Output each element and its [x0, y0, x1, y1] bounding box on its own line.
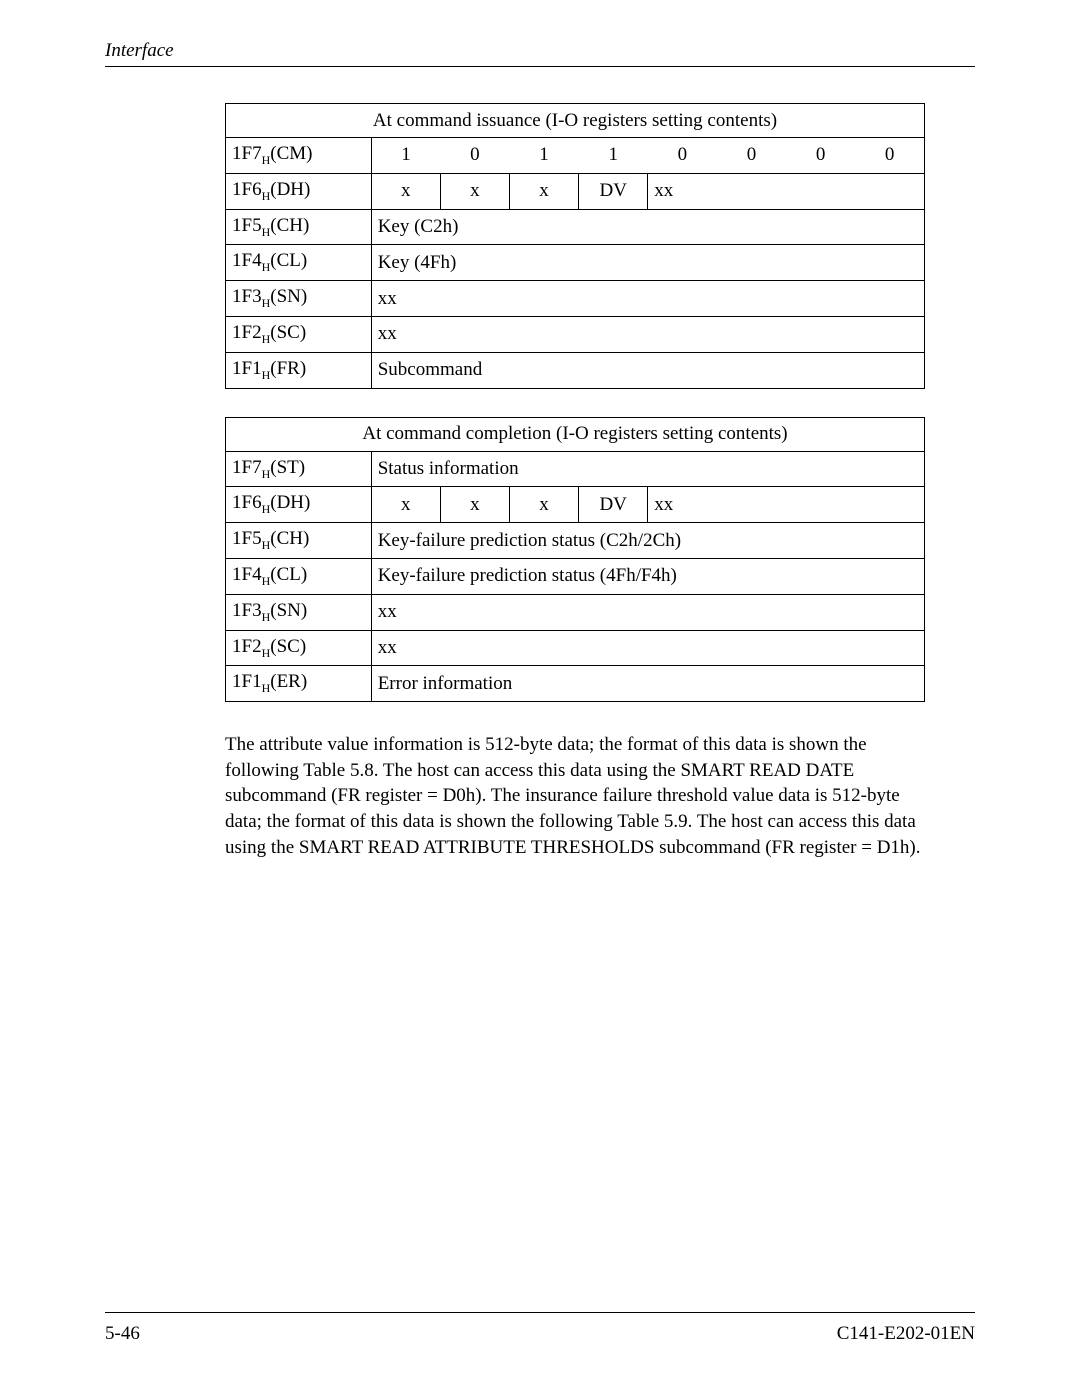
table1-row-dh: 1F6H(DH) x x x DV xx — [226, 173, 925, 209]
table2-ch-label: 1F5H(CH) — [226, 523, 372, 559]
table2-sc-text: xx — [371, 630, 924, 666]
table1-cm-bit5: 0 — [717, 138, 786, 174]
table-command-completion: At command completion (I-O registers set… — [225, 417, 925, 703]
table2-cl-text: Key-failure prediction status (4Fh/F4h) — [371, 558, 924, 594]
table1-sn-label: 1F3H(SN) — [226, 281, 372, 317]
table1-cm-bit6: 0 — [786, 138, 855, 174]
table2-title: At command completion (I-O registers set… — [226, 417, 925, 451]
table1-ch-label: 1F5H(CH) — [226, 209, 372, 245]
table1-row-cm: 1F7H(CM) 1 0 1 1 0 0 0 0 — [226, 138, 925, 174]
table1-dh-c1: x — [440, 173, 509, 209]
table1-fr-label: 1F1H(FR) — [226, 352, 372, 388]
table2-cl-label: 1F4H(CL) — [226, 558, 372, 594]
table-command-issuance: At command issuance (I-O registers setti… — [225, 103, 925, 389]
table1-cm-bit4: 0 — [648, 138, 717, 174]
table2-row-st: 1F7H(ST) Status information — [226, 451, 925, 487]
table1-title: At command issuance (I-O registers setti… — [226, 104, 925, 138]
table2-row-sn: 1F3H(SN) xx — [226, 594, 925, 630]
table1-cm-bit7: 0 — [855, 138, 924, 174]
table2-sn-text: xx — [371, 594, 924, 630]
content-area: At command issuance (I-O registers setti… — [225, 103, 925, 860]
table2-row-er: 1F1H(ER) Error information — [226, 666, 925, 702]
section-title: Interface — [105, 40, 174, 61]
table1-title-row: At command issuance (I-O registers setti… — [226, 104, 925, 138]
body-paragraph: The attribute value information is 512-b… — [225, 732, 925, 860]
table2-dh-label: 1F6H(DH) — [226, 487, 372, 523]
table2-er-label: 1F1H(ER) — [226, 666, 372, 702]
page-footer: 5-46 C141-E202-01EN — [105, 1312, 975, 1345]
table2-row-sc: 1F2H(SC) xx — [226, 630, 925, 666]
table1-row-cl: 1F4H(CL) Key (4Fh) — [226, 245, 925, 281]
doc-id: C141-E202-01EN — [837, 1323, 975, 1345]
table1-dh-label: 1F6H(DH) — [226, 173, 372, 209]
table2-dh-c3: DV — [579, 487, 648, 523]
table1-dh-c3: DV — [579, 173, 648, 209]
table2-sn-label: 1F3H(SN) — [226, 594, 372, 630]
table2-st-label: 1F7H(ST) — [226, 451, 372, 487]
table2-er-text: Error information — [371, 666, 924, 702]
table1-dh-c2: x — [509, 173, 578, 209]
table2-sc-label: 1F2H(SC) — [226, 630, 372, 666]
table1-cm-label: 1F7H(CM) — [226, 138, 372, 174]
table1-dh-c4: xx — [648, 173, 925, 209]
table1-cm-bit2: 1 — [509, 138, 578, 174]
page-number: 5-46 — [105, 1323, 140, 1345]
table2-dh-c4: xx — [648, 487, 925, 523]
table1-sn-text: xx — [371, 281, 924, 317]
table2-row-ch: 1F5H(CH) Key-failure prediction status (… — [226, 523, 925, 559]
table1-fr-text: Subcommand — [371, 352, 924, 388]
table1-row-sn: 1F3H(SN) xx — [226, 281, 925, 317]
table1-row-ch: 1F5H(CH) Key (C2h) — [226, 209, 925, 245]
table2-st-text: Status information — [371, 451, 924, 487]
table2-dh-c1: x — [440, 487, 509, 523]
table2-row-cl: 1F4H(CL) Key-failure prediction status (… — [226, 558, 925, 594]
table1-cl-text: Key (4Fh) — [371, 245, 924, 281]
table2-row-dh: 1F6H(DH) x x x DV xx — [226, 487, 925, 523]
table1-sc-text: xx — [371, 316, 924, 352]
table1-row-fr: 1F1H(FR) Subcommand — [226, 352, 925, 388]
table1-row-sc: 1F2H(SC) xx — [226, 316, 925, 352]
page-header: Interface — [105, 40, 975, 67]
table2-ch-text: Key-failure prediction status (C2h/2Ch) — [371, 523, 924, 559]
table1-sc-label: 1F2H(SC) — [226, 316, 372, 352]
table1-dh-c0: x — [371, 173, 440, 209]
table1-ch-text: Key (C2h) — [371, 209, 924, 245]
table1-cm-bit1: 0 — [440, 138, 509, 174]
table2-dh-c2: x — [509, 487, 578, 523]
table2-title-row: At command completion (I-O registers set… — [226, 417, 925, 451]
table1-cm-bit0: 1 — [371, 138, 440, 174]
table1-cm-bit3: 1 — [579, 138, 648, 174]
table2-dh-c0: x — [371, 487, 440, 523]
table1-cl-label: 1F4H(CL) — [226, 245, 372, 281]
